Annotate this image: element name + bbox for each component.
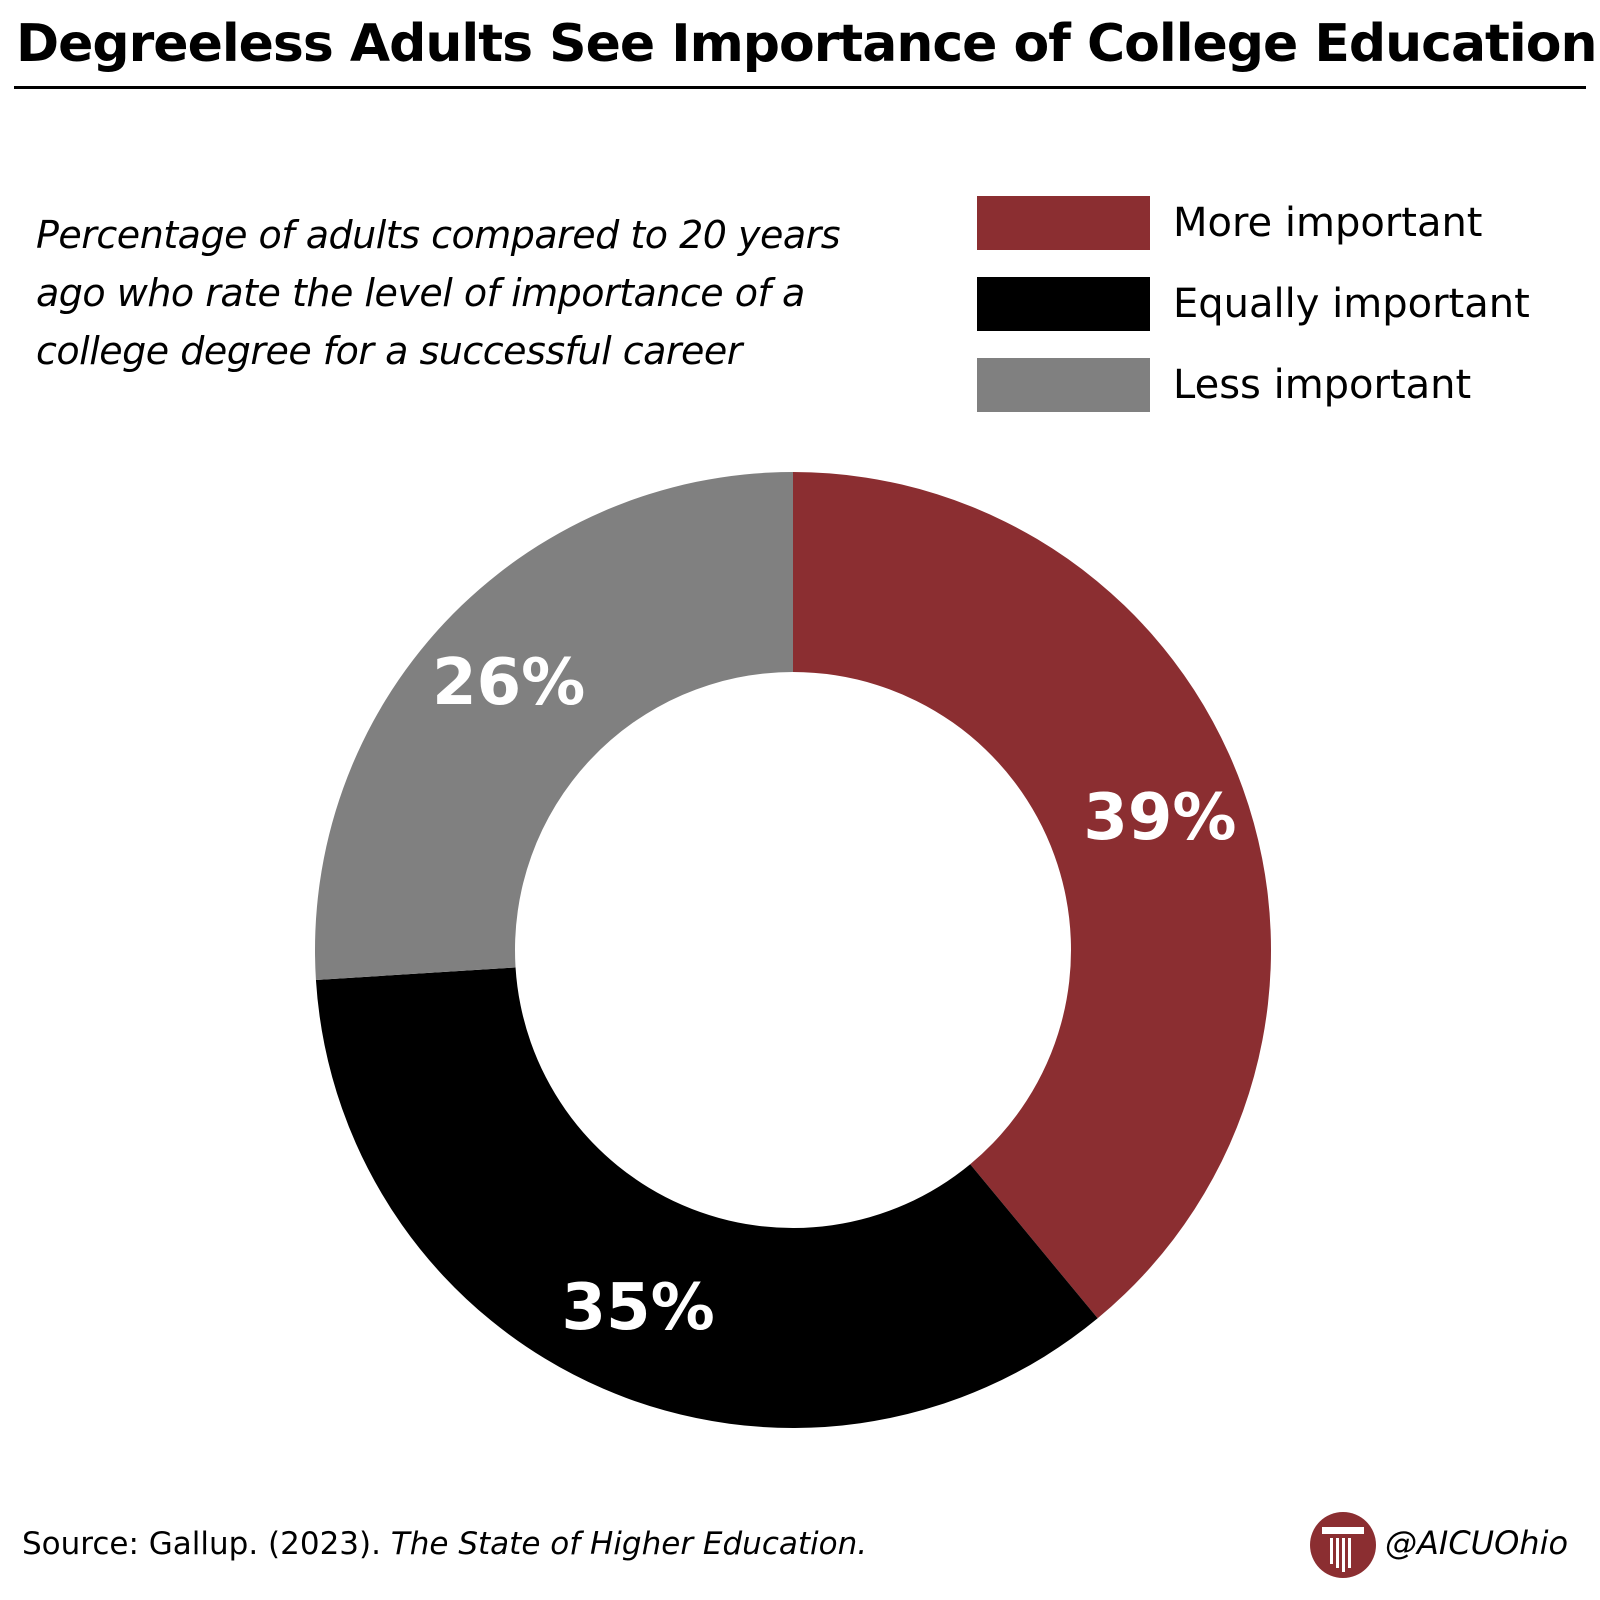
slice-equally-important bbox=[315, 967, 1098, 1429]
legend: More important Equally important Less im… bbox=[977, 196, 1587, 439]
column-pillar-icon bbox=[1310, 1512, 1376, 1578]
slice-label-less-important: 26% bbox=[432, 646, 585, 720]
legend-label-more-important: More important bbox=[1173, 200, 1483, 246]
slice-label-equally-important: 35% bbox=[562, 1271, 715, 1345]
slice-more-important bbox=[793, 472, 1272, 1319]
chart-subtitle: Percentage of adults compared to 20 year… bbox=[36, 213, 841, 373]
slice-label-more-important: 39% bbox=[1083, 781, 1236, 855]
legend-swatch-more-important bbox=[977, 196, 1150, 250]
legend-item-more-important: More important bbox=[977, 196, 1587, 250]
legend-swatch-equally-important bbox=[977, 277, 1150, 331]
credit: @AICUOhio bbox=[1310, 1512, 1590, 1578]
legend-label-less-important: Less important bbox=[1173, 362, 1472, 408]
legend-swatch-less-important bbox=[977, 358, 1150, 412]
legend-item-equally-important: Equally important bbox=[977, 277, 1587, 331]
slice-less-important bbox=[315, 472, 793, 981]
source-prefix: Source: Gallup. (2023). bbox=[22, 1526, 391, 1562]
title-divider bbox=[14, 86, 1586, 89]
source-note: Source: Gallup. (2023). The State of Hig… bbox=[22, 1526, 867, 1562]
legend-item-less-important: Less important bbox=[977, 358, 1587, 412]
legend-label-equally-important: Equally important bbox=[1173, 281, 1530, 327]
social-handle: @AICUOhio bbox=[1385, 1524, 1569, 1562]
source-title: The State of Higher Education. bbox=[390, 1526, 868, 1562]
chart-title: Degreeless Adults See Importance of Coll… bbox=[16, 14, 1597, 74]
